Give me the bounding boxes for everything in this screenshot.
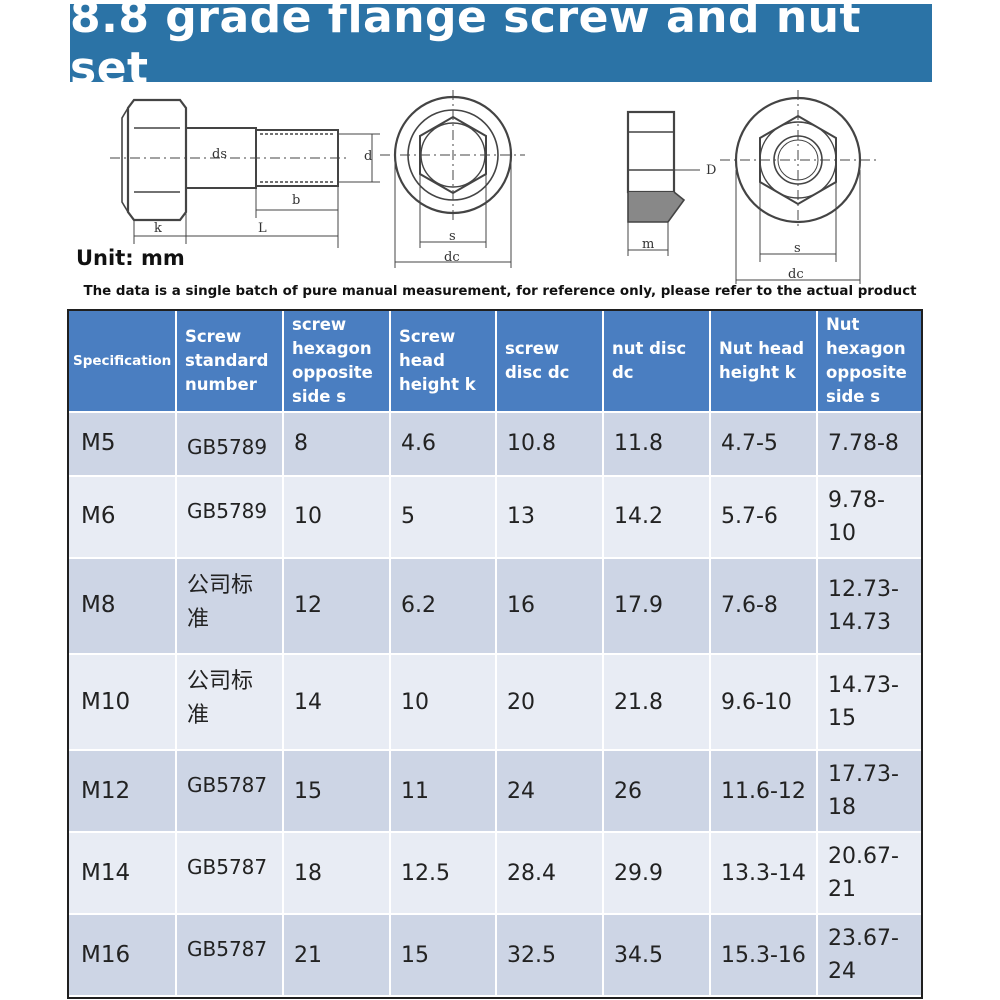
table-row: M16 GB5787 21 15 32.5 34.5 15.3-16 23.67… [69, 914, 921, 997]
screw-side-view [110, 98, 380, 248]
header-specification: Specification [69, 311, 177, 413]
table-header-row: Specification Screw standard number scre… [69, 311, 921, 413]
label-d: d [364, 149, 372, 164]
disclaimer-note: The data is a single batch of pure manua… [83, 284, 917, 299]
header-nut-head-height: Nut head height k [710, 311, 818, 413]
cell-standard: 公司标准 [176, 557, 284, 656]
table-row: M8 公司标准 12 6.2 16 17.9 7.6-8 12.73-14.73 [69, 557, 921, 656]
cell-value: 16 [496, 557, 604, 656]
cell-value: 8 [283, 412, 391, 477]
label-L: L [258, 221, 267, 236]
label-D: D [706, 163, 716, 178]
cell-value: 5.7-6 [710, 475, 818, 559]
header-screw-hexagon: screw hexagon opposite side s [283, 311, 391, 413]
label-k: k [154, 221, 162, 236]
cell-value: 7.6-8 [710, 557, 818, 656]
cell-value: 5 [390, 475, 497, 559]
cell-value: 26 [603, 750, 711, 834]
table-row: M14 GB5787 18 12.5 28.4 29.9 13.3-14 20.… [69, 832, 921, 916]
label-dc-nut: dc [788, 267, 804, 282]
nut-side-view [626, 110, 700, 256]
cell-spec: M8 [69, 557, 177, 656]
cell-standard: 公司标准 [176, 654, 284, 752]
cell-value: 34.5 [603, 914, 711, 997]
cell-value: 20 [496, 654, 604, 752]
cell-value: 14 [283, 654, 391, 752]
cell-standard: GB5789 [176, 475, 284, 559]
label-m: m [642, 237, 654, 252]
cell-value: 4.7-5 [710, 412, 818, 477]
cell-value: 9.78-10 [817, 475, 921, 559]
cell-standard: GB5789 [176, 412, 284, 477]
cell-value: 11 [390, 750, 497, 834]
cell-value: 12 [283, 557, 391, 656]
cell-spec: M16 [69, 914, 177, 997]
cell-value: 21.8 [603, 654, 711, 752]
cell-value: 15 [283, 750, 391, 834]
header-screw-standard: Screw standard number [176, 311, 284, 413]
specification-table: Specification Screw standard number scre… [67, 309, 923, 999]
cell-spec: M10 [69, 654, 177, 752]
cell-standard: GB5787 [176, 832, 284, 916]
cell-spec: M6 [69, 475, 177, 559]
cell-value: 20.67-21 [817, 832, 921, 916]
cell-value: 21 [283, 914, 391, 997]
cell-value: 14.73-15 [817, 654, 921, 752]
cell-value: 11.6-12 [710, 750, 818, 834]
header-screw-head-height: Screw head height k [390, 311, 497, 413]
cell-value: 14.2 [603, 475, 711, 559]
technical-drawing: ds d b k L s dc D m s dc [110, 90, 880, 284]
unit-label: Unit: mm [76, 246, 185, 270]
cell-value: 13.3-14 [710, 832, 818, 916]
label-ds: ds [212, 147, 227, 162]
cell-standard: GB5787 [176, 914, 284, 997]
cell-value: 10 [390, 654, 497, 752]
header-screw-disc: screw disc dc [496, 311, 604, 413]
cell-value: 28.4 [496, 832, 604, 916]
nut-top-view [720, 90, 880, 284]
cell-value: 23.67-24 [817, 914, 921, 997]
label-b: b [292, 193, 300, 208]
cell-spec: M5 [69, 412, 177, 477]
cell-value: 12.5 [390, 832, 497, 916]
cell-value: 15 [390, 914, 497, 997]
label-s-screw: s [449, 229, 456, 244]
cell-value: 13 [496, 475, 604, 559]
cell-spec: M12 [69, 750, 177, 834]
header-nut-disc: nut disc dc [603, 311, 711, 413]
cell-value: 18 [283, 832, 391, 916]
cell-value: 6.2 [390, 557, 497, 656]
cell-value: 24 [496, 750, 604, 834]
cell-value: 7.78-8 [817, 412, 921, 477]
table-row: M10 公司标准 14 10 20 21.8 9.6-10 14.73-15 [69, 654, 921, 752]
cell-value: 10.8 [496, 412, 604, 477]
cell-standard: GB5787 [176, 750, 284, 834]
cell-spec: M14 [69, 832, 177, 916]
header-nut-hexagon: Nut hexagon opposite side s [817, 311, 921, 413]
screw-top-view [380, 90, 525, 268]
cell-value: 4.6 [390, 412, 497, 477]
page-title: 8.8 grade flange screw and nut set [70, 0, 932, 94]
cell-value: 12.73-14.73 [817, 557, 921, 656]
cell-value: 17.9 [603, 557, 711, 656]
cell-value: 29.9 [603, 832, 711, 916]
cell-value: 32.5 [496, 914, 604, 997]
cell-value: 9.6-10 [710, 654, 818, 752]
cell-value: 10 [283, 475, 391, 559]
label-s-nut: s [794, 241, 801, 256]
cell-value: 11.8 [603, 412, 711, 477]
cell-value: 15.3-16 [710, 914, 818, 997]
label-dc-screw: dc [444, 250, 460, 265]
table-row: M12 GB5787 15 11 24 26 11.6-12 17.73-18 [69, 750, 921, 834]
table-row: M6 GB5789 10 5 13 14.2 5.7-6 9.78-10 [69, 475, 921, 559]
table-row: M5 GB5789 8 4.6 10.8 11.8 4.7-5 7.78-8 [69, 412, 921, 477]
cell-value: 17.73-18 [817, 750, 921, 834]
